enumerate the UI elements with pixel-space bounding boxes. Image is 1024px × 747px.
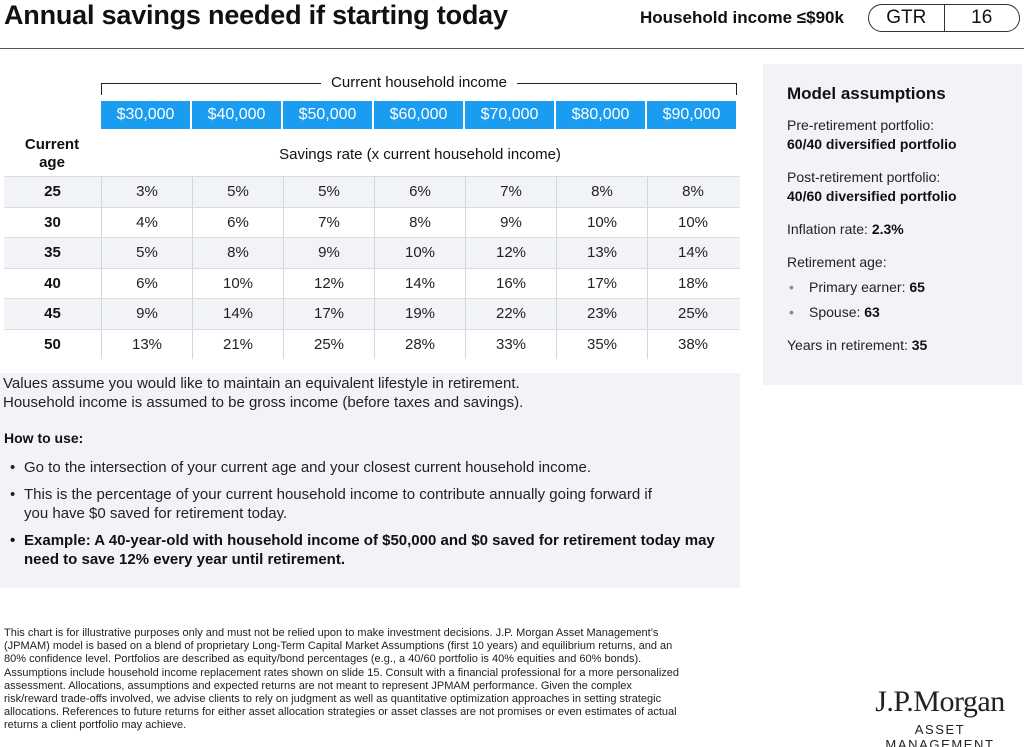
savings-rate-cell: 16% xyxy=(465,268,556,298)
savings-rate-cell: 6% xyxy=(374,177,465,207)
jpmorgan-logo: J.P.Morgan ASSET MANAGEMENT xyxy=(875,685,1005,747)
age-cell: 25 xyxy=(44,183,61,201)
savings-rate-cell: 5% xyxy=(101,238,192,268)
savings-rate-cell: 17% xyxy=(556,268,647,298)
table-row: 45 9% 14% 17% 19% 22% 23% 25% xyxy=(4,298,740,329)
savings-rate-cell: 8% xyxy=(556,177,647,207)
spouse-age: • Spouse: 63 xyxy=(789,304,880,320)
age-cell: 50 xyxy=(44,335,61,353)
table-row: 30 4% 6% 7% 8% 9% 10% 10% xyxy=(4,206,740,237)
savings-rate-cell: 10% xyxy=(556,207,647,237)
example-bullet: • Example: A 40-year-old with household i… xyxy=(10,532,715,568)
savings-rate-cell: 19% xyxy=(374,299,465,329)
savings-table: 25 3% 5% 5% 6% 7% 8% 8% 30 4% 6% 7% 8% 9% 10% 10% 35 5% 8%… xyxy=(4,176,740,359)
savings-rate-cell: 5% xyxy=(192,177,283,207)
savings-rate-cell: 38% xyxy=(647,329,738,359)
how-to-bullet: • This is the percentage of your current … xyxy=(10,486,652,522)
savings-rate-cell: 12% xyxy=(283,268,374,298)
savings-rate-cell: 8% xyxy=(192,238,283,268)
savings-rate-cell: 9% xyxy=(101,299,192,329)
savings-rate-cell: 5% xyxy=(283,177,374,207)
pre-retirement-label: Pre-retirement portfolio: xyxy=(787,117,935,133)
notes-panel: Values assume you would like to maintain… xyxy=(0,373,740,588)
post-retirement-value: 40/60 diversified portfolio xyxy=(787,188,957,204)
income-header-cell: $70,000 xyxy=(465,101,554,129)
savings-rate-cell: 12% xyxy=(465,238,556,268)
income-group-label: Current household income xyxy=(321,74,517,91)
age-column-header: Current age xyxy=(24,136,80,171)
income-columns: $30,000 $40,000 $50,000 $60,000 $70,000 … xyxy=(101,101,736,129)
savings-rate-cell: 8% xyxy=(647,177,738,207)
savings-rate-cell: 25% xyxy=(283,329,374,359)
savings-rate-cell: 28% xyxy=(374,329,465,359)
income-header-cell: $40,000 xyxy=(192,101,281,129)
savings-rate-cell: 10% xyxy=(192,268,283,298)
savings-rate-cell: 6% xyxy=(101,268,192,298)
savings-rate-cell: 7% xyxy=(465,177,556,207)
guide-page-pill: GTR 16 xyxy=(868,4,1020,32)
savings-rate-cell: 8% xyxy=(374,207,465,237)
savings-rate-cell: 25% xyxy=(647,299,738,329)
post-retirement-label: Post-retirement portfolio: xyxy=(787,169,941,185)
savings-rate-cell: 18% xyxy=(647,268,738,298)
how-to-bullet: • Go to the intersection of your current … xyxy=(10,459,591,476)
income-header-cell: $90,000 xyxy=(647,101,736,129)
income-header-cell: $30,000 xyxy=(101,101,190,129)
savings-rate-cell: 9% xyxy=(283,238,374,268)
header-divider xyxy=(0,48,1024,49)
income-group-header: Current household income xyxy=(101,0,737,100)
guide-code: GTR xyxy=(886,7,927,28)
note-lifestyle: Values assume you would like to maintain… xyxy=(3,375,520,392)
page-number: 16 xyxy=(943,5,1020,31)
primary-earner-age: • Primary earner: 65 xyxy=(789,279,925,295)
disclaimer: This chart is for illustrative purposes … xyxy=(4,627,680,732)
table-row: 35 5% 8% 9% 10% 12% 13% 14% xyxy=(4,237,740,268)
age-cell: 30 xyxy=(44,213,61,231)
savings-rate-header: Savings rate (x current household income… xyxy=(279,146,561,163)
savings-rate-cell: 14% xyxy=(192,299,283,329)
savings-rate-cell: 33% xyxy=(465,329,556,359)
age-cell: 40 xyxy=(44,274,61,292)
income-header-cell: $60,000 xyxy=(374,101,463,129)
savings-rate-cell: 35% xyxy=(556,329,647,359)
savings-rate-cell: 23% xyxy=(556,299,647,329)
savings-rate-cell: 14% xyxy=(374,268,465,298)
savings-rate-cell: 14% xyxy=(647,238,738,268)
savings-rate-cell: 13% xyxy=(556,238,647,268)
savings-rate-cell: 6% xyxy=(192,207,283,237)
table-row: 40 6% 10% 12% 14% 16% 17% 18% xyxy=(4,267,740,298)
household-income-label: Household income ≤$90k xyxy=(640,8,844,27)
model-assumptions-panel: Model assumptions Pre-retirement portfol… xyxy=(763,64,1022,385)
income-header-cell: $50,000 xyxy=(283,101,372,129)
page-title: Annual savings needed if starting today xyxy=(4,0,508,30)
savings-rate-cell: 4% xyxy=(101,207,192,237)
savings-rate-cell: 7% xyxy=(283,207,374,237)
savings-rate-cell: 9% xyxy=(465,207,556,237)
how-to-title: How to use: xyxy=(4,430,84,446)
savings-rate-cell: 3% xyxy=(101,177,192,207)
savings-rate-cell: 17% xyxy=(283,299,374,329)
note-gross-income: Household income is assumed to be gross … xyxy=(3,394,524,411)
savings-rate-cell: 22% xyxy=(465,299,556,329)
table-row: 25 3% 5% 5% 6% 7% 8% 8% xyxy=(4,176,740,207)
pre-retirement-value: 60/40 diversified portfolio xyxy=(787,136,957,152)
age-cell: 35 xyxy=(44,244,61,262)
table-row: 50 13% 21% 25% 28% 33% 35% 38% xyxy=(4,328,740,359)
savings-rate-cell: 10% xyxy=(374,238,465,268)
inflation-rate: Inflation rate: 2.3% xyxy=(787,221,904,237)
savings-rate-cell: 10% xyxy=(647,207,738,237)
income-header-cell: $80,000 xyxy=(556,101,645,129)
age-cell: 45 xyxy=(44,305,61,323)
savings-rate-cell: 13% xyxy=(101,329,192,359)
years-in-retirement: Years in retirement: 35 xyxy=(787,337,928,353)
savings-rate-cell: 21% xyxy=(192,329,283,359)
assumptions-title: Model assumptions xyxy=(787,84,946,103)
retirement-age-label: Retirement age: xyxy=(787,254,887,270)
